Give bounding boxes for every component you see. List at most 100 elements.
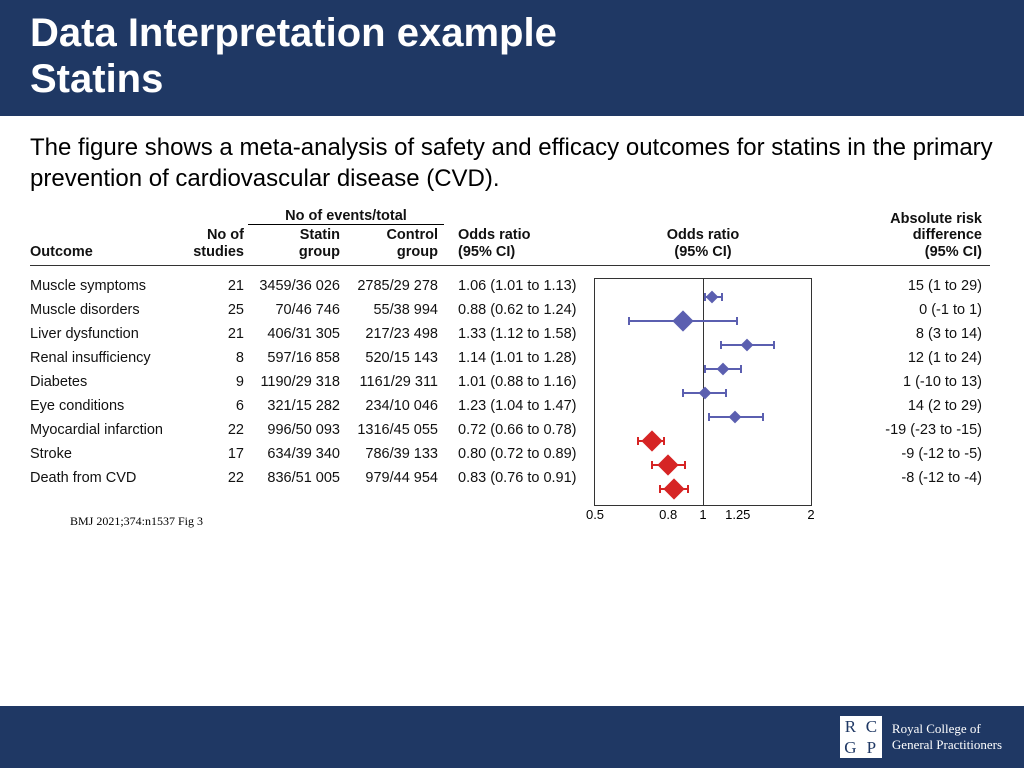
ci-cap [637,437,639,445]
forest-marker [663,478,684,499]
cell-control: 786/39 133 [346,446,444,462]
forest-plot: 0.50.811.252 [594,278,812,506]
cell-statin: 70/46 746 [248,302,346,318]
forest-plot-x-axis: 0.50.811.252 [595,505,811,527]
table-row: Death from CVD22836/51 005979/44 9540.83… [30,466,594,490]
cell-statin: 836/51 005 [248,470,346,486]
title-line-1: Data Interpretation example [30,11,557,55]
ci-cap [628,317,630,325]
cell-outcome: Myocardial infarction [30,422,190,438]
cell-studies: 21 [190,326,248,342]
title-line-2: Statins [30,57,163,101]
table-row-ard: -19 (-23 to -15) [812,418,982,442]
table-row: Myocardial infarction22996/50 0931316/45… [30,418,594,442]
table-row-ard: 0 (-1 to 1) [812,298,982,322]
cell-control: 217/23 498 [346,326,444,342]
cell-ard: 8 (3 to 14) [812,326,982,342]
slide-description: The figure shows a meta-analysis of safe… [0,116,1024,200]
ci-cap [725,389,727,397]
forest-marker [729,410,742,423]
cell-ard: -8 (-12 to -4) [812,470,982,486]
cell-ard: 1 (-10 to 13) [812,374,982,390]
cell-studies: 9 [190,374,248,390]
cell-outcome: Death from CVD [30,470,190,486]
forest-marker [641,430,662,451]
ci-cap [704,365,706,373]
cell-studies: 22 [190,470,248,486]
x-tick-label: 1.25 [725,507,750,522]
cell-ard: 15 (1 to 29) [812,278,982,294]
cell-ard: -19 (-23 to -15) [812,422,982,438]
cell-studies: 21 [190,278,248,294]
cell-or: 1.01 (0.88 to 1.16) [444,374,594,390]
cell-outcome: Muscle disorders [30,302,190,318]
ci-cap [663,437,665,445]
cell-ard: 12 (1 to 24) [812,350,982,366]
ci-cap [687,485,689,493]
cell-or: 1.23 (1.04 to 1.47) [444,398,594,414]
ci-cap [720,341,722,349]
figure-container: Outcome No ofstudies No of events/total … [0,200,1024,528]
ci-cap [682,389,684,397]
col-header-or: Odds ratio(95% CI) [458,227,531,260]
cell-control: 1316/45 055 [346,422,444,438]
cell-or: 1.14 (1.01 to 1.28) [444,350,594,366]
ci-cap [684,461,686,469]
cell-statin: 321/15 282 [248,398,346,414]
cell-studies: 22 [190,422,248,438]
x-tick-label: 2 [807,507,814,522]
cell-outcome: Diabetes [30,374,190,390]
cell-control: 520/15 143 [346,350,444,366]
citation: BMJ 2021;374:n1537 Fig 3 [30,506,990,529]
cell-ard: 14 (2 to 29) [812,398,982,414]
forest-marker [741,338,754,351]
table-row: Stroke17634/39 340786/39 1330.80 (0.72 t… [30,442,594,466]
cell-or: 0.72 (0.66 to 0.78) [444,422,594,438]
cell-control: 55/38 994 [346,302,444,318]
slide-title: Data Interpretation example Statins [30,10,994,102]
cell-ard: -9 (-12 to -5) [812,446,982,462]
cell-outcome: Muscle symptoms [30,278,190,294]
forest-marker [717,362,730,375]
forest-marker [706,290,719,303]
col-header-control: Controlgroup [386,227,438,260]
ci-cap [773,341,775,349]
rcgp-logo-icon: R C G P [840,716,882,758]
col-header-ard: Absolute riskdifference(95% CI) [890,211,982,260]
ci-cap [721,293,723,301]
cell-statin: 996/50 093 [248,422,346,438]
slide-footer: R C G P Royal College of General Practit… [0,706,1024,768]
cell-statin: 3459/36 026 [248,278,346,294]
table-row-ard: 1 (-10 to 13) [812,370,982,394]
table-row-ard: 15 (1 to 29) [812,274,982,298]
table-row: Liver dysfunction21406/31 305217/23 4981… [30,322,594,346]
ci-cap [659,485,661,493]
col-header-outcome: Outcome [30,244,190,261]
cell-statin: 634/39 340 [248,446,346,462]
cell-statin: 597/16 858 [248,350,346,366]
cell-studies: 25 [190,302,248,318]
cell-or: 1.06 (1.01 to 1.13) [444,278,594,294]
table-row: Diabetes91190/29 3181161/29 3111.01 (0.8… [30,370,594,394]
cell-studies: 6 [190,398,248,414]
table-row-ard: -8 (-12 to -4) [812,466,982,490]
cell-or: 1.33 (1.12 to 1.58) [444,326,594,342]
forest-marker [698,386,711,399]
table-row: Renal insufficiency8597/16 858520/15 143… [30,346,594,370]
cell-statin: 1190/29 318 [248,374,346,390]
cell-statin: 406/31 305 [248,326,346,342]
cell-or: 0.80 (0.72 to 0.89) [444,446,594,462]
forest-marker [672,310,693,331]
cell-outcome: Renal insufficiency [30,350,190,366]
ci-cap [762,413,764,421]
cell-or: 0.83 (0.76 to 0.91) [444,470,594,486]
forest-marker [658,454,679,475]
x-tick-label: 0.8 [659,507,677,522]
table-row-ard: -9 (-12 to -5) [812,442,982,466]
cell-control: 234/10 046 [346,398,444,414]
col-header-events-group: No of events/total [248,208,444,225]
cell-outcome: Stroke [30,446,190,462]
cell-outcome: Eye conditions [30,398,190,414]
table-row: Eye conditions6321/15 282234/10 0461.23 … [30,394,594,418]
col-header-or-plot: Odds ratio(95% CI) [667,227,740,260]
